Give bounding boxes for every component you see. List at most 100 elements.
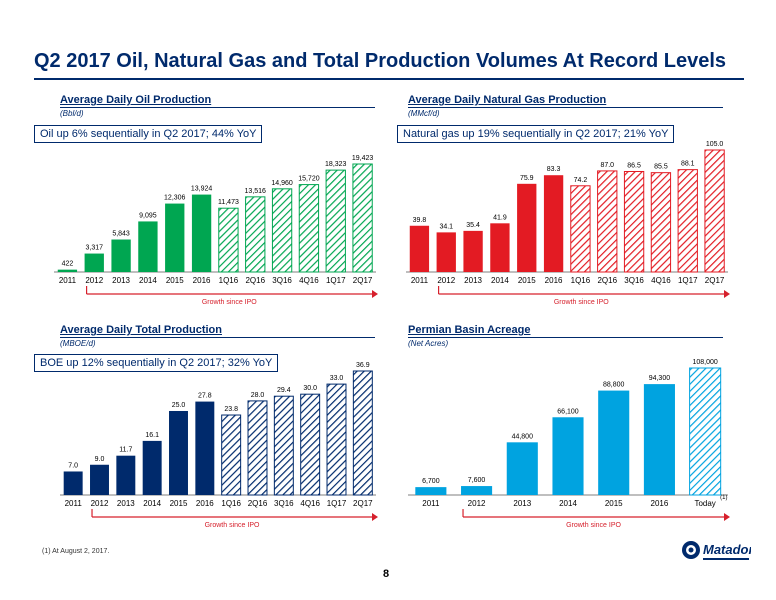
category-label: 2015 — [605, 499, 623, 508]
category-label: 3Q16 — [624, 276, 644, 285]
value-label: 3,317 — [85, 245, 103, 252]
growth-arrowhead — [372, 513, 378, 521]
category-label: 1Q16 — [219, 276, 239, 285]
bar-1q16 — [221, 414, 242, 496]
acreage-chart: 6,700 2011 7,600 2012 44,800 2013 66,100 2014 88… — [408, 359, 730, 529]
category-label: 2015 — [518, 276, 536, 285]
bar-2015 — [517, 183, 537, 272]
bar-2011 — [57, 269, 78, 272]
category-label: 1Q16 — [221, 499, 241, 508]
bar-3q16 — [623, 170, 645, 273]
growth-label: Growth since IPO — [554, 299, 609, 306]
total-chart-unit: (MBOE/d) — [60, 339, 96, 348]
bar-2012 — [436, 232, 456, 272]
category-label: 4Q16 — [651, 276, 671, 285]
total-callout: BOE up 12% sequentially in Q2 2017; 32% … — [34, 354, 279, 372]
value-label: 66,100 — [557, 408, 579, 415]
bar-2014 — [552, 417, 584, 495]
category-label: 2012 — [437, 276, 455, 285]
value-label: 36.9 — [356, 362, 370, 369]
gas-production-chart: 39.8 2011 34.1 2012 35.4 2013 41.9 2014 75.9 2015… — [406, 141, 730, 306]
category-label: 2012 — [91, 499, 109, 508]
category-label: 2013 — [117, 499, 135, 508]
bar-2015 — [165, 203, 185, 272]
value-label: 28.0 — [251, 392, 265, 399]
category-label: 2013 — [464, 276, 482, 285]
category-label: 2Q17 — [705, 276, 725, 285]
bar-1q17 — [677, 169, 698, 273]
value-label: 14,960 — [271, 180, 293, 187]
growth-label: Growth since IPO — [205, 522, 260, 529]
category-label: 2014 — [139, 276, 157, 285]
category-label: 3Q16 — [272, 276, 292, 285]
category-label: 2012 — [468, 499, 486, 508]
value-label: 29.4 — [277, 387, 291, 394]
bar-1q16 — [218, 207, 239, 273]
bar-1q16 — [570, 185, 591, 273]
category-label: 2Q16 — [248, 499, 268, 508]
bar-2014 — [138, 221, 158, 272]
value-label: 88,800 — [603, 382, 625, 389]
category-label: 2Q16 — [245, 276, 265, 285]
value-label: 11.7 — [119, 447, 132, 454]
category-label: Today — [694, 499, 715, 508]
total-production-chart: 7.0 2011 9.0 2012 11.7 2013 16.1 2014 25.0 2015 27… — [60, 362, 378, 529]
category-label: 2013 — [513, 499, 531, 508]
value-label: 94,300 — [649, 375, 671, 382]
value-label: 9,095 — [139, 212, 157, 219]
page-number: 8 — [383, 568, 390, 580]
bar-2012 — [90, 464, 109, 495]
growth-arrowhead — [724, 290, 730, 298]
bar-2q16 — [597, 170, 618, 273]
category-label: 2Q17 — [353, 276, 373, 285]
value-label: 27.8 — [198, 393, 212, 400]
bar-1q17 — [325, 169, 346, 273]
value-label: 7,600 — [468, 477, 486, 484]
category-label: 2016 — [651, 499, 669, 508]
growth-arrowhead — [724, 513, 730, 521]
bar-2013 — [506, 442, 538, 495]
category-label: 2016 — [196, 499, 214, 508]
bar-2013 — [111, 239, 131, 272]
page-title: Q2 2017 Oil, Natural Gas and Total Produ… — [34, 50, 727, 72]
bar-4q16 — [298, 184, 320, 273]
bar-2013 — [116, 455, 136, 495]
category-label: 2015 — [170, 499, 188, 508]
bar-3q16 — [271, 188, 293, 273]
value-label: 39.8 — [413, 217, 427, 224]
bar-2016 — [195, 401, 215, 495]
bar-2011 — [63, 471, 83, 495]
bar-2014 — [490, 223, 510, 272]
value-label: 75.9 — [520, 175, 534, 182]
category-label: 4Q16 — [300, 499, 320, 508]
acreage-chart-unit: (Net Acres) — [408, 339, 449, 348]
title-divider — [34, 78, 744, 80]
bar-2013 — [463, 230, 483, 272]
value-label: 86.5 — [627, 162, 641, 169]
value-label: 19,423 — [352, 155, 374, 162]
bar-4q16 — [300, 393, 321, 496]
value-label: 105.0 — [706, 141, 724, 148]
category-footnote-marker: (1) — [720, 495, 727, 501]
value-label: 13,924 — [191, 186, 213, 193]
category-label: 1Q17 — [326, 276, 346, 285]
category-label: 4Q16 — [299, 276, 319, 285]
category-label: 2011 — [411, 276, 429, 285]
total-heading-rule — [60, 337, 375, 338]
category-label: 2016 — [545, 276, 563, 285]
value-label: 6,700 — [422, 478, 440, 485]
bar-4q16 — [650, 172, 672, 273]
oil-callout: Oil up 6% sequentially in Q2 2017; 44% Y… — [34, 125, 263, 143]
bar-2011 — [415, 487, 447, 495]
value-label: 15,720 — [298, 176, 320, 183]
bar-1q17 — [326, 383, 347, 496]
category-label: 1Q17 — [327, 499, 347, 508]
category-label: 1Q17 — [678, 276, 698, 285]
value-label: 12,306 — [164, 195, 186, 202]
category-label: 1Q16 — [571, 276, 591, 285]
bar-2012 — [84, 253, 104, 272]
value-label: 9.0 — [95, 456, 105, 463]
value-label: 83.3 — [547, 166, 561, 173]
value-label: 85.5 — [654, 164, 668, 171]
bar-2016 — [643, 384, 675, 495]
